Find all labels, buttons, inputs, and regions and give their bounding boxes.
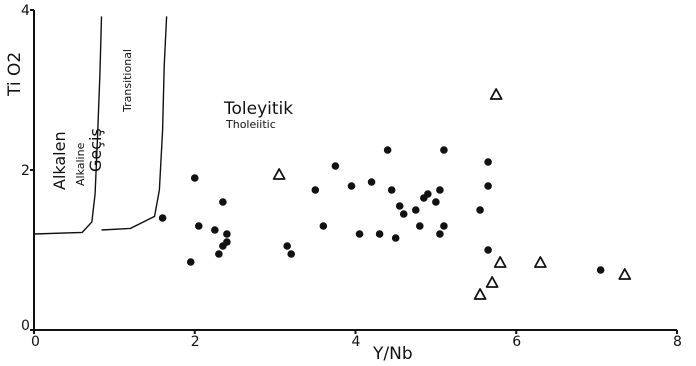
boundary-line-1	[33, 16, 103, 235]
data-point-circle	[440, 222, 448, 230]
x-tick-label: 6	[512, 334, 521, 350]
data-point-triangle	[473, 288, 487, 300]
data-point-circle	[283, 242, 291, 250]
x-axis-label: Y/Nb	[372, 344, 413, 364]
y-tick-label: 0	[21, 318, 30, 334]
data-point-circle	[367, 178, 376, 186]
data-point-circle	[331, 162, 340, 170]
data-point-circle	[411, 206, 420, 214]
data-point-circle	[223, 230, 231, 238]
data-point-circle	[347, 182, 356, 190]
data-point-circle	[319, 222, 328, 230]
y-tick-label: 2	[21, 163, 30, 179]
region-alkaline-tr: Alkalen	[50, 131, 69, 190]
y-axis-label: Ti O2	[5, 52, 25, 97]
data-point-circle	[436, 230, 444, 238]
data-point-circle	[476, 206, 484, 214]
data-point-circle	[387, 186, 396, 194]
boundary-line-2	[101, 16, 168, 231]
field-boundaries	[33, 16, 168, 235]
data-point-circle	[424, 190, 432, 198]
data-points	[158, 88, 632, 300]
data-point-circle	[484, 158, 492, 166]
y-tick-label: 4	[21, 3, 30, 19]
region-transitional-tr: Geçiş	[86, 128, 105, 172]
region-alkaline-en: Alkaline	[74, 142, 87, 186]
data-point-circle	[399, 210, 408, 218]
data-point-circle	[190, 174, 199, 182]
data-point-circle	[287, 250, 296, 258]
x-tick-label: 4	[352, 334, 361, 350]
data-point-circle	[211, 226, 219, 234]
region-tholeiitic-en: Tholeiitic	[225, 118, 276, 131]
data-point-circle	[219, 198, 227, 206]
data-point-circle	[383, 146, 392, 154]
data-point-circle	[355, 230, 364, 238]
region-tholeiitic-tr: Toleyitik	[223, 99, 293, 119]
data-point-circle	[484, 246, 492, 254]
data-point-circle	[484, 182, 492, 190]
region-labels: Alkalen Alkaline Geçiş Transitional Tole…	[50, 49, 293, 190]
data-point-triangle	[618, 268, 632, 280]
data-point-circle	[158, 214, 167, 222]
data-point-circle	[391, 234, 400, 242]
axis-labels: Y/Nb Ti O2	[5, 52, 413, 364]
data-point-triangle	[485, 276, 499, 288]
data-point-circle	[375, 230, 384, 238]
tick-labels: 0 2 4 6 8 0 2 4	[21, 3, 682, 350]
data-point-circle	[186, 258, 195, 266]
data-point-circle	[596, 266, 605, 274]
data-point-triangle	[489, 88, 503, 100]
data-point-circle	[215, 250, 223, 258]
x-tick-label: 8	[673, 334, 682, 350]
data-point-triangle	[493, 256, 507, 268]
data-point-circle	[223, 238, 231, 246]
data-point-circle	[440, 146, 448, 154]
x-tick-label: 0	[31, 334, 40, 350]
data-point-triangle	[533, 256, 547, 268]
data-point-circle	[416, 222, 424, 230]
data-point-circle	[395, 202, 404, 210]
data-point-circle	[436, 186, 444, 194]
data-point-circle	[194, 222, 203, 230]
region-transitional-en: Transitional	[121, 49, 134, 113]
data-point-circle	[432, 198, 440, 206]
x-tick-label: 2	[191, 334, 200, 350]
data-point-triangle	[272, 168, 286, 180]
data-point-circle	[311, 186, 320, 194]
